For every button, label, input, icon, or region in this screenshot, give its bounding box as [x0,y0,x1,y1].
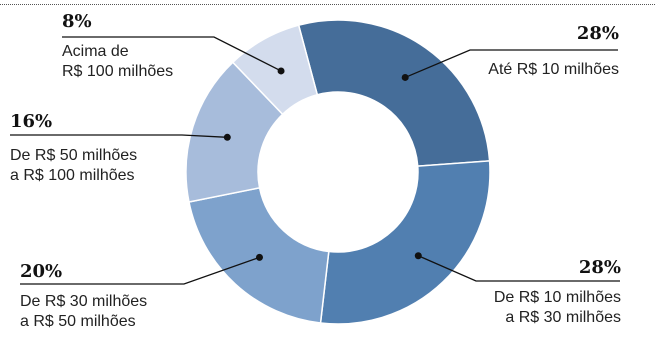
leader-line-de-r-50-milhoes-a-r-100-milhoes [10,134,228,138]
slice-3-category-label-line2: a R$ 50 milhões [20,313,136,330]
slice-4-category-label-line2: a R$ 100 milhões [10,167,135,184]
slice-1-percent-label: 28% [576,23,619,44]
leader-dot-de-r-50-milhoes-a-r-100-milhoes [223,133,231,141]
slice-5-percent-label: 8% [62,11,92,32]
leader-line-de-r-30-milhoes-a-r-50-milhoes [20,256,260,285]
slice-1-category-label: Até R$ 10 milhões [488,61,619,78]
callout-slice-1: 28% Até R$ 10 milhões [488,24,619,80]
slice-3-category-label-line1: De R$ 30 milhões [20,293,148,310]
leader-dot-de-r-10-milhoes-a-r-30-milhoes [414,252,422,260]
leader-dot-de-r-30-milhoes-a-r-50-milhoes [255,253,263,261]
leader-dot-ate-r-10-milhoes [401,73,409,81]
slice-5-category-label-line1: Acima de [62,43,129,60]
callout-slice-4: 16% De R$ 50 milhões a R$ 100 milhões [10,112,137,186]
slice-2-category-label-line2: a R$ 30 milhões [505,309,621,326]
slice-2-percent-label: 28% [578,257,621,278]
top-dotted-rule [0,4,655,5]
donut-slice-de-r-10-milhoes-a-r-30-milhoes [319,160,491,325]
slice-4-percent-label: 16% [10,111,53,132]
donut-slice-acima-de-r-100-milhoes [231,24,319,116]
leader-line-de-r-10-milhoes-a-r-30-milhoes [418,255,620,282]
slice-4-category-label-line1: De R$ 50 milhões [10,147,138,164]
slice-2-category-label-line1: De R$ 10 milhões [493,289,621,306]
leader-line-acima-de-r-100-milhoes [62,36,282,72]
leader-dot-acima-de-r-100-milhoes [277,67,285,75]
slice-3-percent-label: 20% [20,261,63,282]
leader-line-ate-r-10-milhoes [404,49,618,79]
slice-5-category-label-line2: R$ 100 milhões [62,63,174,80]
donut-slice-ate-r-10-milhoes [297,19,491,167]
callout-slice-2: 28% De R$ 10 milhões a R$ 30 milhões [494,258,621,328]
callout-slice-3: 20% De R$ 30 milhões a R$ 50 milhões [20,262,147,332]
callout-slice-5: 8% Acima de R$ 100 milhões [62,12,173,82]
